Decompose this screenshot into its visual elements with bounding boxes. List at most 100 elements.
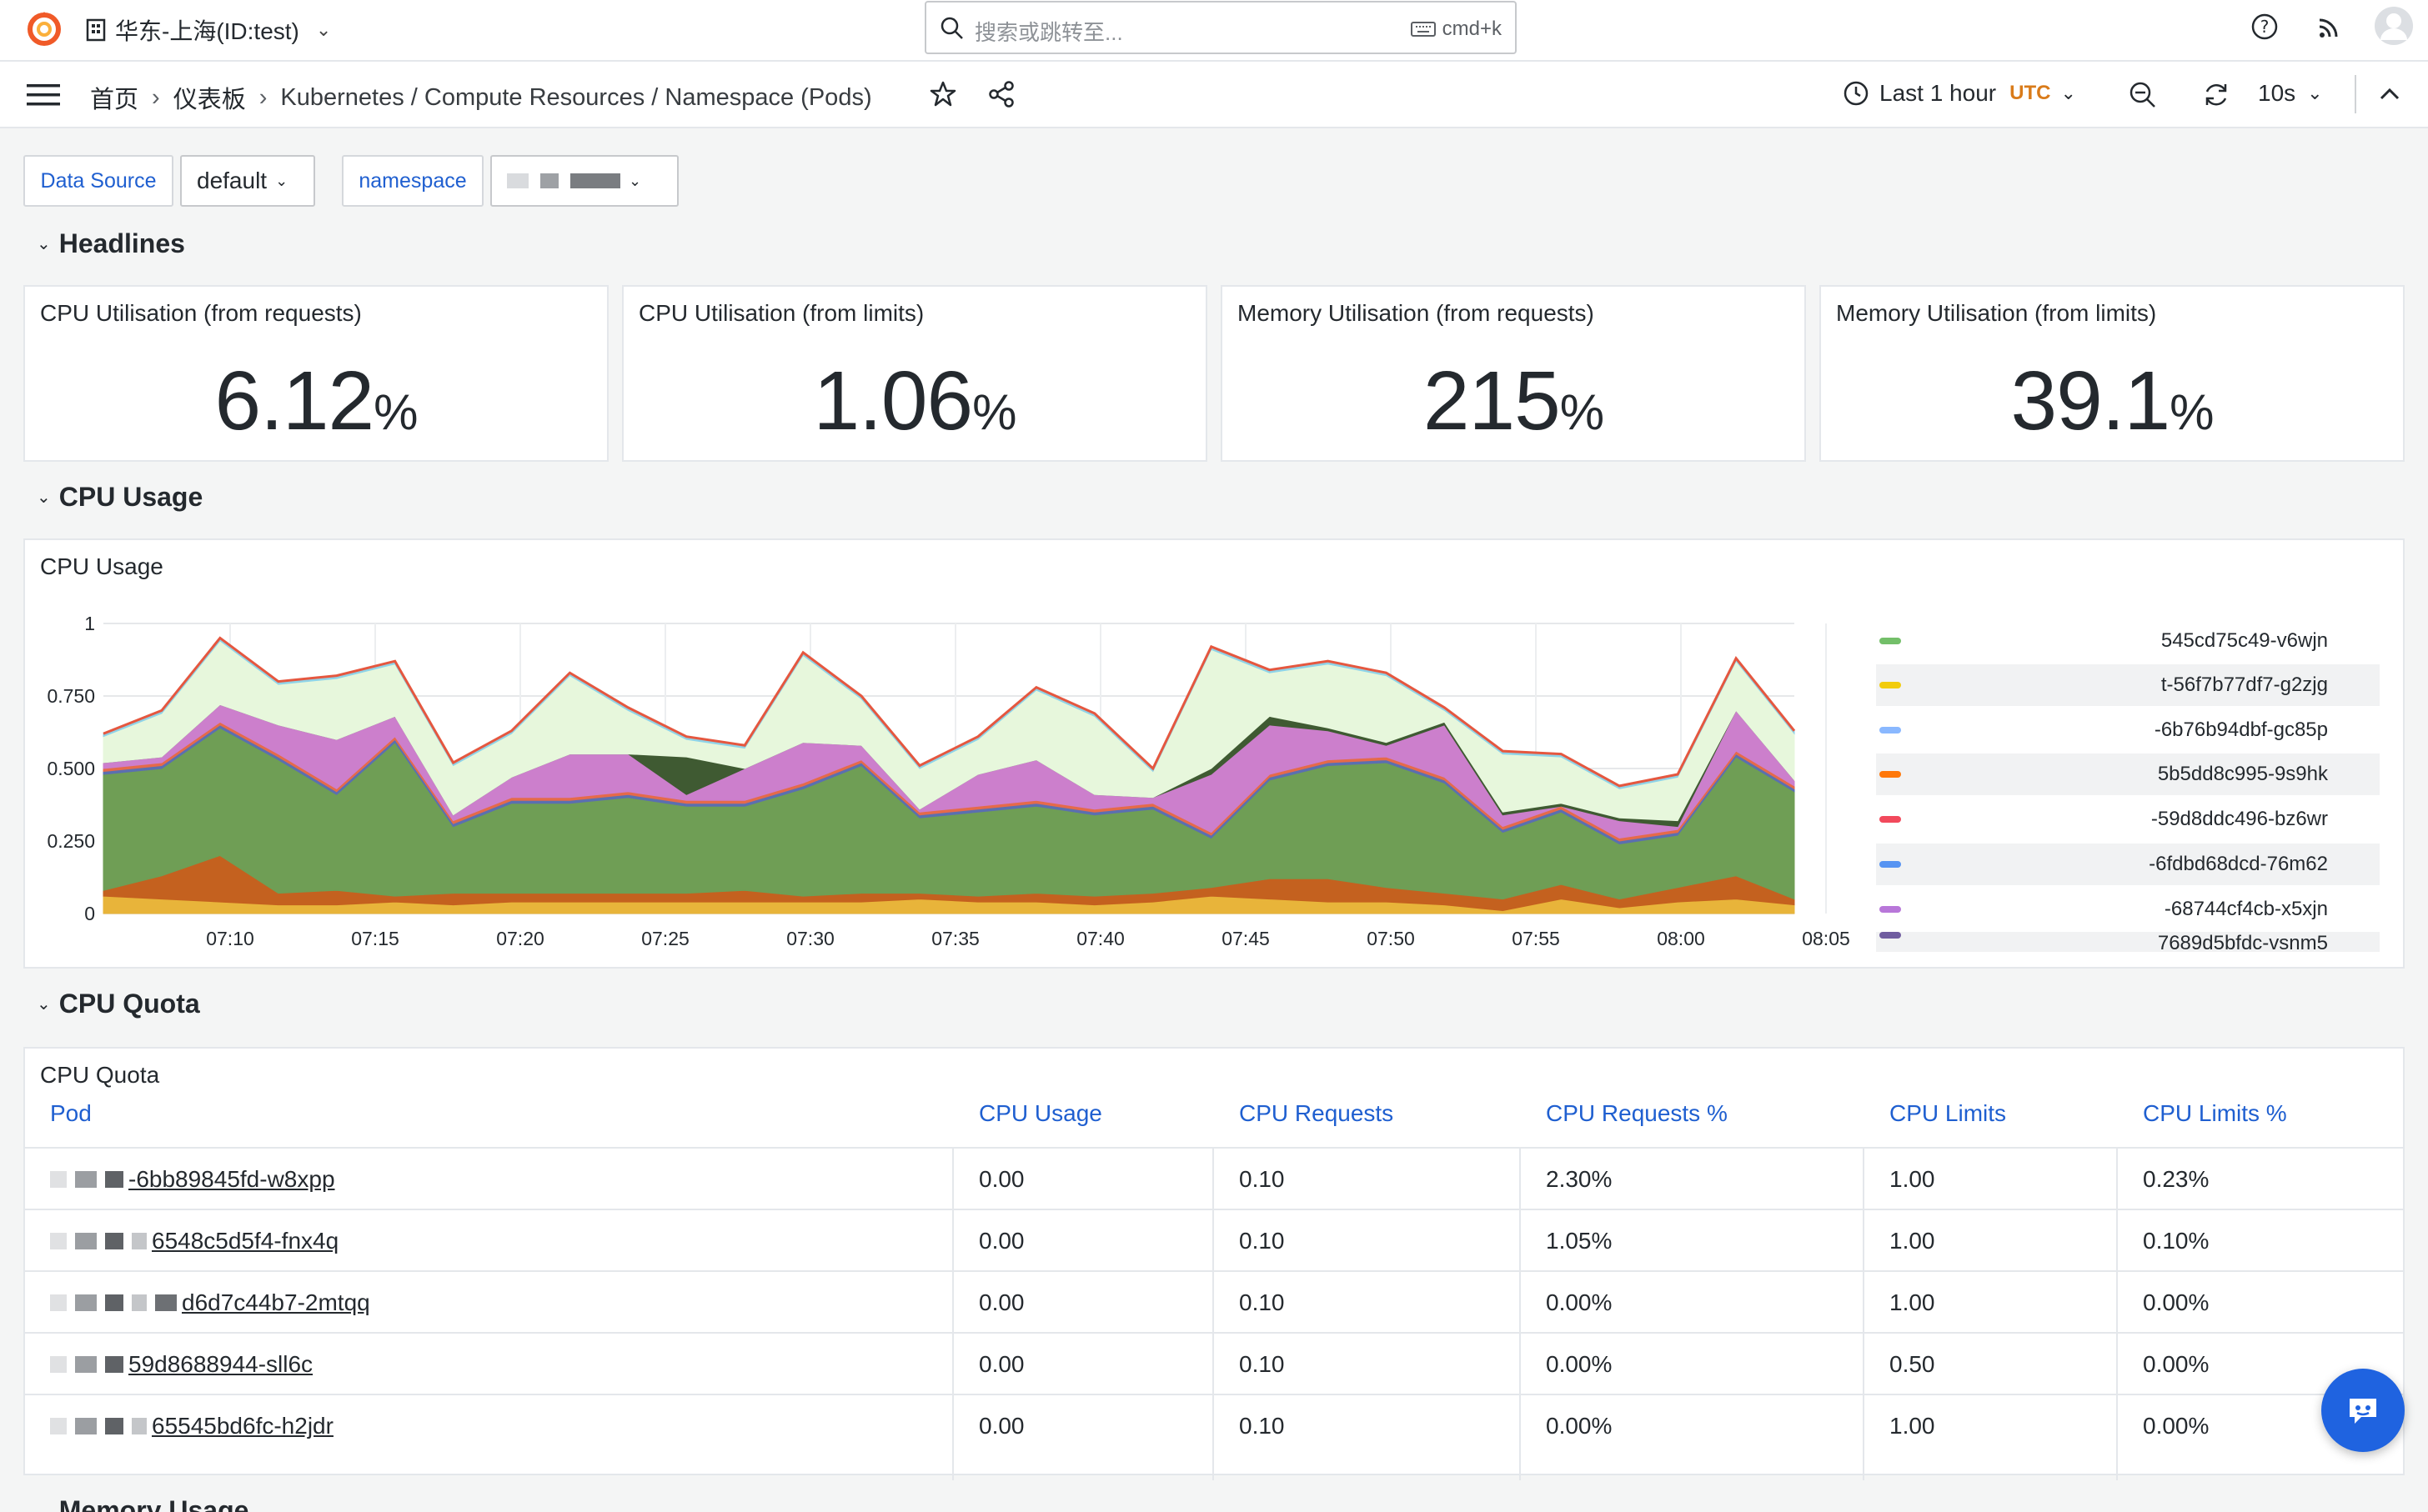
pod-name[interactable]: d6d7c44b7-2mtqq (182, 1289, 370, 1315)
redacted-value (507, 173, 620, 188)
table-cell: 0.10 (1239, 1228, 1285, 1254)
series-line (103, 636, 1796, 788)
table-cell: 0.50 (1889, 1351, 1935, 1377)
menu-icon[interactable] (27, 82, 60, 108)
panel-title: CPU Quota (40, 1062, 160, 1088)
legend-swatch (1879, 816, 1901, 823)
org-switcher[interactable]: 华东-上海(ID:test) ⌄ (85, 13, 331, 47)
table-row: 59d8688944-sll6c 0.00 0.10 0.00% 0.50 0.00% (25, 1332, 2403, 1394)
datasource-value: default (197, 168, 268, 193)
chat-assistant-button[interactable] (2321, 1369, 2405, 1452)
pod-link[interactable]: d6d7c44b7-2mtqq (50, 1272, 370, 1334)
table-cell: 0.00% (1546, 1351, 1613, 1377)
refresh-icon[interactable] (2201, 80, 2231, 110)
redacted-prefix (50, 1356, 123, 1373)
search-box[interactable]: 搜索或跳转至... cmd+k (925, 1, 1517, 54)
breadcrumb-separator: › (258, 83, 268, 111)
x-tick-label: 07:20 (496, 928, 544, 949)
datasource-variable-label: Data Source (23, 155, 173, 207)
column-divider (1863, 1147, 1864, 1480)
panel-title: Memory Utilisation (from limits) (1836, 300, 2157, 326)
stat-panel: Memory Utilisation (from limits) 39.1% (1819, 285, 2405, 462)
table-cell: 1.00 (1889, 1166, 1935, 1192)
share-icon[interactable] (987, 80, 1016, 108)
breadcrumb-dashboards[interactable]: 仪表板 (173, 87, 246, 113)
pod-link[interactable]: 65545bd6fc-h2jdr (50, 1395, 334, 1457)
legend-item[interactable]: -6b76b94dbf-gc85p (1876, 709, 2380, 751)
pod-link[interactable]: 59d8688944-sll6c (50, 1334, 313, 1395)
chat-bot-icon (2350, 1399, 2376, 1424)
legend-item[interactable]: 5b5dd8c995-9s9hk (1876, 753, 2380, 795)
redacted-prefix (50, 1233, 147, 1249)
row-title: Headlines (58, 228, 185, 258)
column-divider (1212, 1147, 1214, 1480)
pod-link[interactable]: -6bb89845fd-w8xpp (50, 1149, 335, 1210)
table-row: -6bb89845fd-w8xpp 0.00 0.10 2.30% 1.00 0.23% (25, 1147, 2403, 1209)
row-cpu-usage[interactable]: ⌄ CPU Usage (37, 482, 203, 513)
row-cpu-quota[interactable]: ⌄ CPU Quota (37, 989, 200, 1019)
zoom-out-icon[interactable] (2128, 80, 2158, 110)
legend-item[interactable]: -68744cf4cb-x5xjn (1876, 889, 2380, 930)
x-tick-label: 08:05 (1802, 928, 1850, 949)
table-row: 6548c5d5f4-fnx4q 0.00 0.10 1.05% 1.00 0.10% (25, 1209, 2403, 1270)
legend-item[interactable]: -6fdbd68dcd-76m62 (1876, 844, 2380, 885)
chevron-down-icon: ⌄ (275, 172, 288, 189)
column-header-cpu-limits-pct[interactable]: CPU Limits % (2143, 1100, 2287, 1126)
row-headlines[interactable]: ⌄ Headlines (37, 228, 185, 259)
column-header-cpu-requests-pct[interactable]: CPU Requests % (1546, 1100, 1728, 1126)
legend-item[interactable]: t-56f7b77df7-g2zjg (1876, 664, 2380, 706)
legend-label: -6b76b94dbf-gc85p (2154, 718, 2328, 741)
stat-value: 6.12% (214, 354, 419, 448)
redacted-prefix (50, 1418, 147, 1434)
legend-item[interactable]: -59d8ddc496-bz6wr (1876, 799, 2380, 840)
table-cell: 2.30% (1546, 1166, 1613, 1192)
pod-name[interactable]: -6bb89845fd-w8xpp (128, 1166, 335, 1192)
datasource-select[interactable]: default ⌄ (180, 155, 315, 207)
breadcrumb-home[interactable]: 首页 (90, 87, 139, 113)
pod-name[interactable]: 59d8688944-sll6c (128, 1351, 314, 1377)
table-cell: 0.00% (2143, 1289, 2210, 1315)
avatar[interactable] (2373, 5, 2415, 47)
column-header-cpu-limits[interactable]: CPU Limits (1889, 1100, 2007, 1126)
legend-item[interactable]: 7689d5bfdc-vsnm5 (1876, 932, 2380, 952)
cpu-usage-chart[interactable]: 0 0.250 0.500 0.750 1 07:10 07:15 07:20 07:25 07:… (23, 538, 1858, 969)
column-header-pod[interactable]: Pod (50, 1100, 92, 1126)
org-name: 华东-上海(ID:test) (115, 18, 299, 44)
chevron-down-icon: ⌄ (37, 1502, 51, 1512)
table-cell: 0.10 (1239, 1166, 1285, 1192)
table-cell: 0.00 (979, 1228, 1025, 1254)
legend-item[interactable]: 545cd75c49-v6wjn (1876, 620, 2380, 662)
column-divider (2116, 1147, 2118, 1480)
pod-link[interactable]: 6548c5d5f4-fnx4q (50, 1210, 339, 1272)
pod-name[interactable]: 6548c5d5f4-fnx4q (152, 1228, 339, 1254)
row-title: CPU Usage (58, 482, 203, 512)
legend-swatch (1879, 638, 1901, 644)
legend-label: 5b5dd8c995-9s9hk (2157, 763, 2328, 785)
table-row: d6d7c44b7-2mtqq 0.00 0.10 0.00% 1.00 0.00% (25, 1270, 2403, 1332)
column-header-cpu-requests[interactable]: CPU Requests (1239, 1100, 1394, 1126)
time-range-picker[interactable]: Last 1 hour UTC ⌄ (1843, 80, 2076, 107)
namespace-select[interactable]: ⌄ (490, 155, 679, 207)
help-icon[interactable]: ? (2250, 12, 2280, 42)
table-cell: 0.10 (1239, 1289, 1285, 1315)
grafana-logo-icon[interactable] (25, 8, 63, 47)
chevron-down-icon: ⌄ (315, 19, 332, 40)
table-row: 65545bd6fc-h2jdr 0.00 0.10 0.00% 1.00 0.00% (25, 1394, 2403, 1455)
search-icon (941, 17, 963, 39)
chevron-up-icon[interactable] (2378, 85, 2401, 103)
y-tick-label: 0.500 (47, 758, 95, 779)
refresh-interval-picker[interactable]: 10s ⌄ (2258, 80, 2323, 107)
table-cell: 0.00% (2143, 1351, 2210, 1377)
table-cell: 0.00 (979, 1351, 1025, 1377)
chevron-down-icon: ⌄ (629, 172, 642, 189)
table-cell: 0.00% (2143, 1413, 2210, 1439)
star-icon[interactable] (929, 80, 957, 108)
chevron-down-icon: ⌄ (37, 235, 51, 253)
search-placeholder: 搜索或跳转至... (975, 20, 1123, 45)
legend-label: t-56f7b77df7-g2zjg (2160, 673, 2328, 696)
rss-news-icon[interactable] (2315, 12, 2345, 42)
column-header-cpu-usage[interactable]: CPU Usage (979, 1100, 1102, 1126)
y-tick-label: 0.750 (47, 685, 95, 707)
row-memory-usage[interactable]: ⌄ Memory Usage (37, 1495, 248, 1512)
pod-name[interactable]: 65545bd6fc-h2jdr (152, 1413, 334, 1439)
